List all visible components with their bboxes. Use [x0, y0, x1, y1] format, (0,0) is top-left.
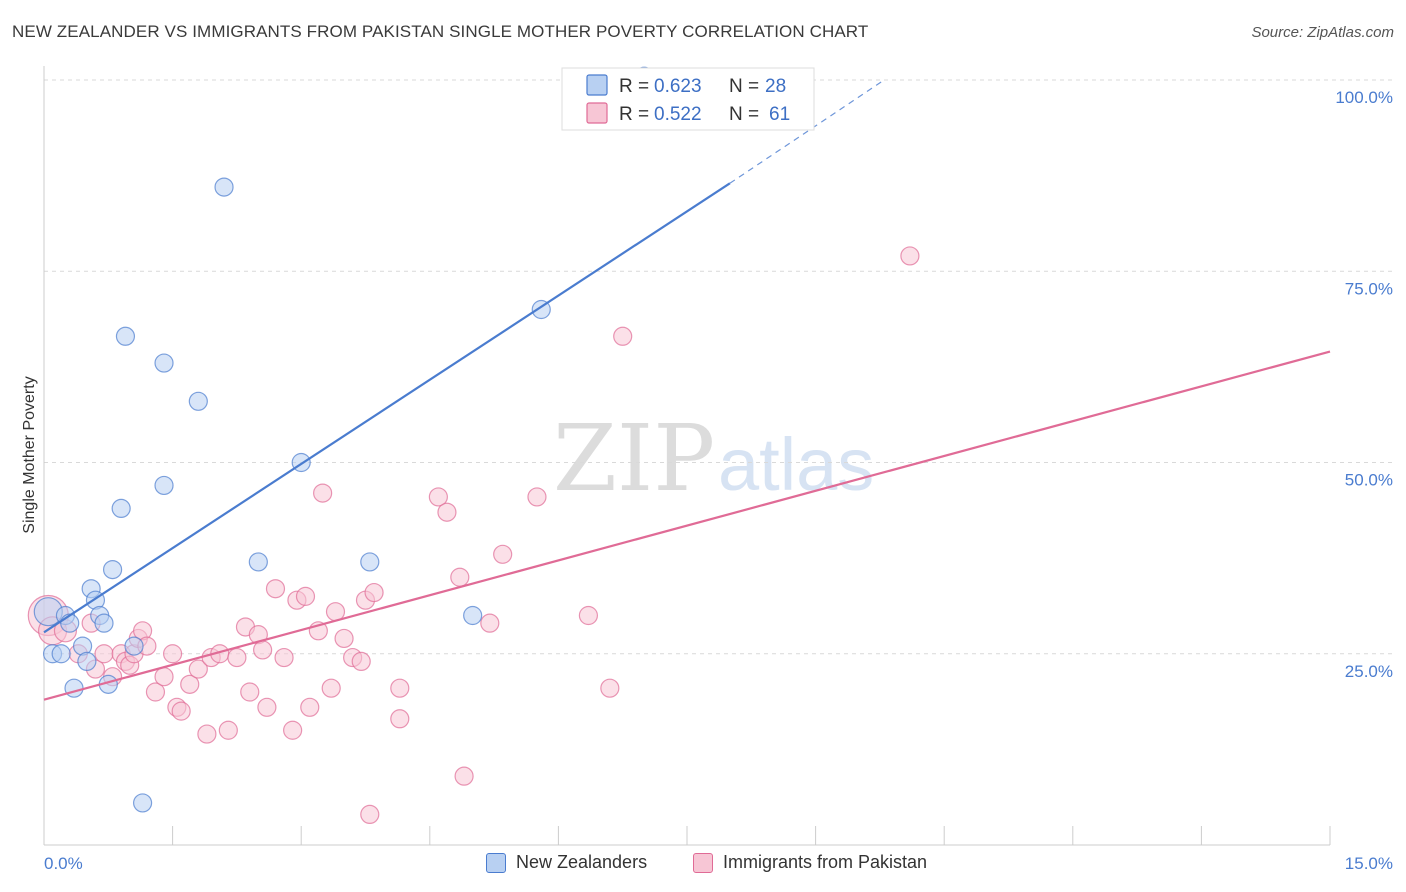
point-immigrants-from-pakistan	[265, 579, 286, 599]
point-new-zealanders	[64, 678, 84, 698]
point-new-zealanders	[248, 552, 268, 572]
point-immigrants-from-pakistan	[295, 586, 316, 606]
watermark: ZIP atlas	[553, 405, 874, 512]
point-new-zealanders	[94, 613, 114, 633]
bottom-legend: New Zealanders Immigrants from Pakistan	[0, 852, 1406, 878]
point-immigrants-from-pakistan	[257, 697, 277, 717]
point-immigrants-from-pakistan	[94, 644, 114, 664]
y-tick-label: 100.0%	[1335, 88, 1393, 107]
trend-line-immigrants-from-pakistan	[43, 350, 1331, 701]
legend-item-immigrants-from-pakistan: Immigrants from Pakistan	[693, 852, 927, 873]
point-new-zealanders	[188, 391, 208, 411]
stats-n-value-new-zealanders: 28	[765, 76, 786, 97]
point-immigrants-from-pakistan	[300, 697, 320, 717]
y-axis-label: Single Mother Poverty	[21, 376, 38, 533]
point-immigrants-from-pakistan	[283, 720, 303, 740]
trend-line-new-zealanders	[43, 182, 731, 634]
legend-swatch-new-zealanders	[486, 852, 506, 873]
y-tick-label: 50.0%	[1345, 471, 1393, 490]
point-immigrants-from-pakistan	[527, 487, 547, 507]
stats-n-value-immigrants-from-pakistan: 61	[769, 104, 790, 125]
point-new-zealanders	[360, 552, 380, 572]
y-tick-labels: 25.0% 50.0% 75.0% 100.0%	[1335, 88, 1393, 681]
trend-line-extension-new-zealanders	[729, 79, 885, 184]
y-tick-label: 75.0%	[1345, 279, 1393, 298]
point-new-zealanders	[60, 613, 80, 633]
point-new-zealanders	[115, 326, 136, 346]
gridlines	[44, 79, 1392, 655]
stats-r-label-new-zealanders: R =	[619, 76, 649, 97]
stats-legend: R = 0.623 N = 28 R = 0.522 N = 61	[561, 67, 815, 131]
point-immigrants-from-pakistan	[454, 766, 474, 786]
point-new-zealanders	[132, 793, 153, 813]
point-new-zealanders	[51, 644, 71, 664]
stats-r-label-immigrants-from-pakistan: R =	[619, 104, 649, 125]
point-immigrants-from-pakistan	[171, 701, 191, 721]
point-immigrants-from-pakistan	[900, 246, 920, 266]
point-immigrants-from-pakistan	[613, 326, 633, 346]
point-immigrants-from-pakistan	[227, 647, 247, 668]
stats-r-value-new-zealanders: 0.623	[654, 76, 702, 97]
point-immigrants-from-pakistan	[600, 678, 620, 698]
legend-item-new-zealanders: New Zealanders	[486, 852, 647, 873]
point-immigrants-from-pakistan	[145, 682, 166, 702]
point-new-zealanders	[102, 559, 123, 580]
point-immigrants-from-pakistan	[437, 502, 457, 522]
point-immigrants-from-pakistan	[274, 647, 294, 668]
x-tick-label-start: 0.0%	[44, 854, 83, 873]
point-new-zealanders	[154, 475, 174, 496]
point-immigrants-from-pakistan	[364, 582, 384, 603]
stats-n-label-immigrants-from-pakistan: N =	[729, 104, 759, 125]
point-immigrants-from-pakistan	[360, 804, 380, 825]
point-immigrants-from-pakistan	[493, 544, 513, 564]
point-immigrants-from-pakistan	[578, 605, 599, 626]
point-immigrants-from-pakistan	[428, 487, 448, 507]
point-immigrants-from-pakistan	[351, 651, 371, 672]
stats-r-value-immigrants-from-pakistan: 0.522	[654, 104, 702, 125]
point-immigrants-from-pakistan	[180, 674, 200, 694]
point-immigrants-from-pakistan	[450, 567, 470, 587]
point-immigrants-from-pakistan	[334, 628, 354, 649]
x-tick-label-end: 15.0%	[1345, 854, 1393, 873]
point-immigrants-from-pakistan	[253, 640, 273, 660]
point-immigrants-from-pakistan	[313, 483, 333, 503]
point-immigrants-from-pakistan	[218, 720, 238, 740]
stats-swatch-new-zealanders	[586, 74, 608, 96]
point-immigrants-from-pakistan	[154, 667, 174, 687]
point-new-zealanders	[463, 605, 483, 626]
data-points	[27, 66, 920, 825]
point-immigrants-from-pakistan	[390, 678, 410, 698]
point-immigrants-from-pakistan	[390, 709, 410, 729]
point-new-zealanders	[111, 498, 131, 518]
legend-label-immigrants-from-pakistan: Immigrants from Pakistan	[723, 852, 928, 872]
point-immigrants-from-pakistan	[321, 678, 341, 698]
point-immigrants-from-pakistan	[188, 659, 208, 679]
x-ticks: 0.0% 15.0%	[43, 826, 1393, 873]
point-new-zealanders	[124, 636, 144, 656]
point-immigrants-from-pakistan	[197, 724, 217, 744]
trend-lines	[43, 79, 1331, 701]
point-immigrants-from-pakistan	[240, 682, 260, 702]
point-immigrants-from-pakistan	[163, 644, 183, 664]
legend-swatch-immigrants-from-pakistan	[693, 852, 713, 873]
point-new-zealanders	[214, 177, 234, 197]
chart-title: NEW ZEALANDER VS IMMIGRANTS FROM PAKISTA…	[12, 22, 869, 41]
source-label: Source: ZipAtlas.com	[1251, 24, 1394, 41]
stats-n-label-new-zealanders: N =	[729, 76, 759, 97]
point-new-zealanders	[77, 651, 97, 672]
stats-swatch-immigrants-from-pakistan	[586, 102, 608, 124]
legend-label-new-zealanders: New Zealanders	[516, 852, 648, 872]
point-immigrants-from-pakistan	[480, 613, 500, 633]
watermark-atlas: atlas	[718, 423, 874, 506]
y-tick-label: 25.0%	[1345, 662, 1393, 681]
point-new-zealanders	[154, 353, 174, 373]
watermark-zip: ZIP	[553, 405, 715, 512]
